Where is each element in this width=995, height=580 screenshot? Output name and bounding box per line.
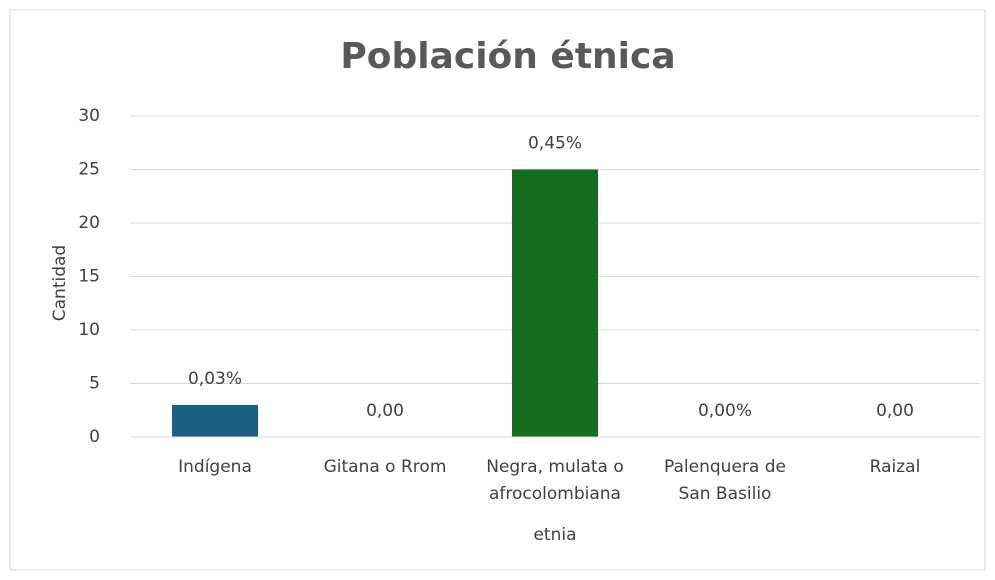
y-tick-label: 20	[78, 213, 100, 233]
chart-title: Población étnica	[340, 36, 675, 77]
x-tick-label: Gitana o Rrom	[324, 457, 447, 477]
x-tick-label: Negra, mulata o afrocolombiana	[486, 457, 624, 504]
x-tick-label: Indígena	[178, 457, 252, 477]
x-tick-label: Palenquera de San Basilio	[664, 457, 786, 504]
data-label: 0,45%	[528, 134, 582, 154]
y-tick-label: 5	[89, 374, 100, 394]
data-label: 0,00	[876, 401, 914, 421]
y-tick-label: 0	[89, 427, 100, 447]
chart-border	[9, 9, 986, 571]
y-tick-label: 10	[78, 320, 100, 340]
y-tick-label: 30	[78, 106, 100, 126]
bar	[172, 404, 258, 437]
data-label: 0,03%	[188, 369, 242, 389]
y-tick-label: 25	[78, 160, 100, 180]
y-tick-label: 15	[78, 267, 100, 287]
data-label: 0,00	[366, 401, 404, 421]
data-label: 0,00%	[698, 401, 752, 421]
bar	[512, 169, 598, 437]
x-axis-label: etnia	[533, 525, 576, 545]
y-axis-label: Cantidad	[50, 245, 70, 321]
x-tick-label: Raizal	[870, 457, 921, 477]
